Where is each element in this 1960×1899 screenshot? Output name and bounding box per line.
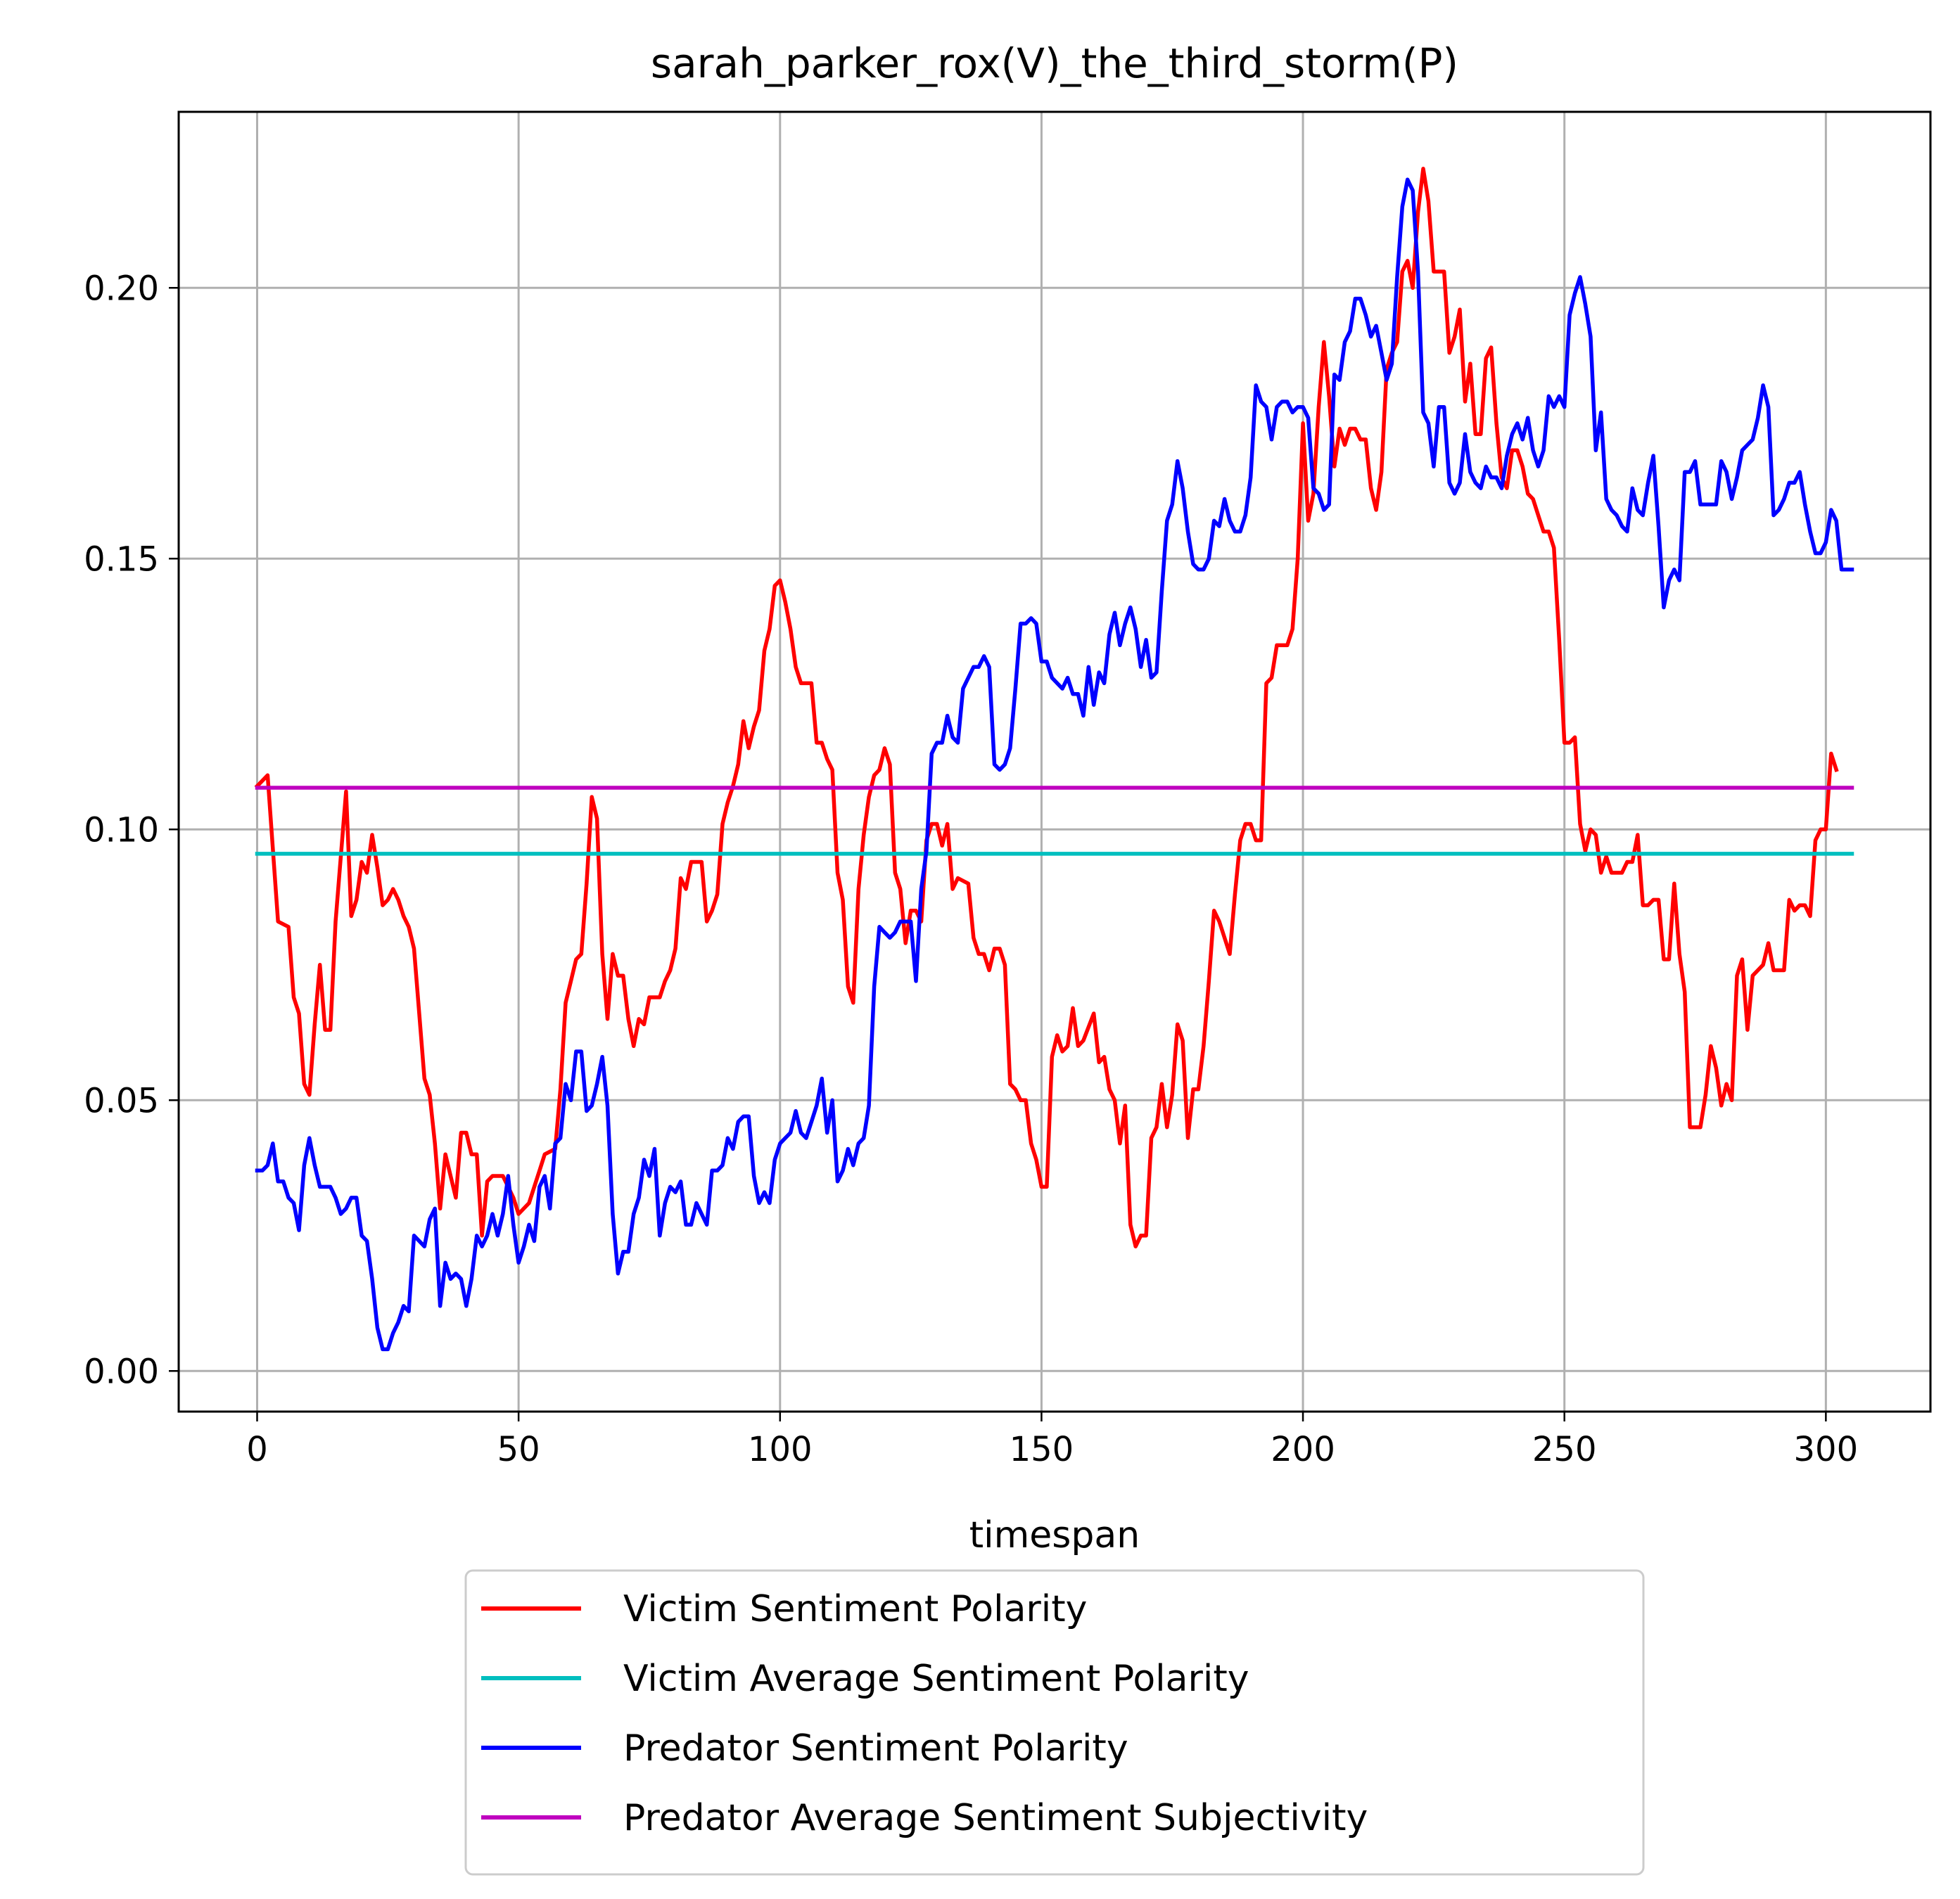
- legend-label: Victim Average Sentiment Polarity: [623, 1658, 1249, 1700]
- legend: Victim Sentiment Polarity Victim Average …: [464, 1569, 1645, 1876]
- x-tick-label: 0: [246, 1430, 268, 1469]
- x-tick-label: 200: [1271, 1430, 1335, 1469]
- x-tick-label: 250: [1532, 1430, 1597, 1469]
- y-tick-label: 0.00: [84, 1352, 159, 1391]
- series-lines: [254, 167, 1854, 1352]
- x-axis-label: timespan: [969, 1514, 1140, 1556]
- x-axis: 0 50 100 150 200 250 300: [246, 1412, 1858, 1469]
- legend-label: Predator Average Sentiment Subjectivity: [623, 1797, 1368, 1839]
- y-tick-label: 0.10: [84, 810, 159, 850]
- y-tick-label: 0.15: [84, 539, 159, 579]
- legend-box: [464, 1569, 1645, 1876]
- y-tick-label: 0.05: [84, 1081, 159, 1120]
- series-line-predator-sentiment-polarity: [255, 177, 1854, 1352]
- x-tick-label: 100: [748, 1430, 813, 1469]
- plot-area: [179, 112, 1930, 1412]
- legend-label: Predator Sentiment Polarity: [623, 1727, 1128, 1770]
- series-line-victim-sentiment-polarity: [254, 167, 1839, 1248]
- legend-label: Victim Sentiment Polarity: [623, 1588, 1087, 1630]
- y-tick-label: 0.20: [84, 269, 159, 308]
- chart-title: sarah_parker_rox(V)_the_third_storm(P): [651, 39, 1458, 87]
- x-tick-label: 150: [1010, 1430, 1074, 1469]
- plot-frame: [177, 110, 1932, 1413]
- grid: [179, 112, 1930, 1412]
- y-axis: 0.00 0.05 0.10 0.15 0.20: [84, 269, 179, 1391]
- x-tick-label: 50: [497, 1430, 540, 1469]
- x-tick-label: 300: [1794, 1430, 1859, 1469]
